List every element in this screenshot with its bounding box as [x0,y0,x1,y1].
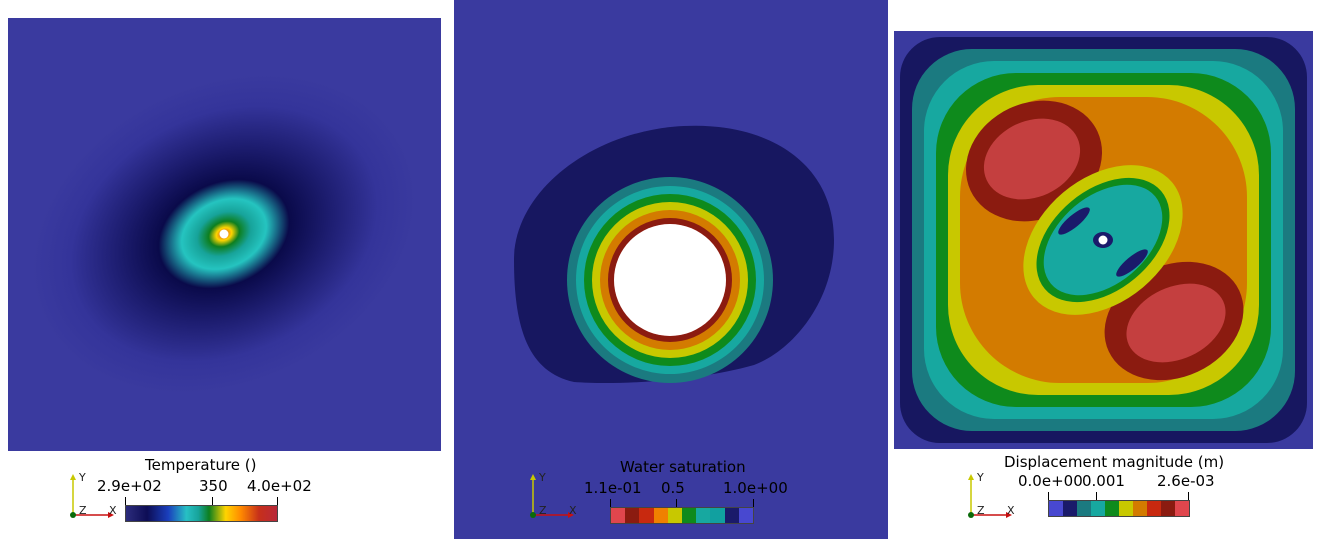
temperature-tick-min: 2.9e+02 [97,477,162,495]
borehole-hole [614,224,726,336]
displacement-tick-min: 0.0e+00 [1018,472,1083,490]
temperature-axes-triad: Y X Z [70,471,117,518]
saturation-legend-title: Water saturation [620,458,746,476]
temperature-legend-title: Temperature () [145,456,257,474]
displacement-colorbar [1048,500,1190,517]
temperature-colorbar [125,505,278,522]
borehole-hole [1098,235,1108,245]
axis-y-label: Y [78,471,86,484]
saturation-colorbar [610,507,754,524]
temperature-tick-max: 4.0e+02 [247,477,312,495]
axis-z-label: Z [977,504,985,517]
axis-x-label: X [1007,504,1015,517]
saturation-tick-max: 1.0e+00 [723,479,788,497]
axis-y-label: Y [976,471,984,484]
axis-z-label: Z [539,504,547,517]
displacement-tick-mid: 0.001 [1082,472,1125,490]
displacement-panel [894,31,1313,449]
borehole-hole [219,229,229,239]
displacement-field-plot [900,37,1307,443]
water-saturation-field-plot [514,125,834,384]
temperature-field-plot [31,73,417,395]
saturation-tick-mid: 0.5 [661,479,685,497]
water-saturation-panel [454,0,888,539]
displacement-legend-title: Displacement magnitude (m) [1004,453,1225,471]
axis-x-label: X [569,504,577,517]
axis-y-label: Y [538,471,546,484]
saturation-tick-min: 1.1e-01 [584,479,642,497]
temperature-panel [8,18,441,451]
temperature-tick-mid: 350 [199,477,228,495]
saturation-axes-triad: Y X Z [530,471,577,518]
axis-x-label: X [109,504,117,517]
displacement-axes-triad: Y X Z [968,471,1015,518]
displacement-tick-max: 2.6e-03 [1157,472,1215,490]
axis-z-label: Z [79,504,87,517]
